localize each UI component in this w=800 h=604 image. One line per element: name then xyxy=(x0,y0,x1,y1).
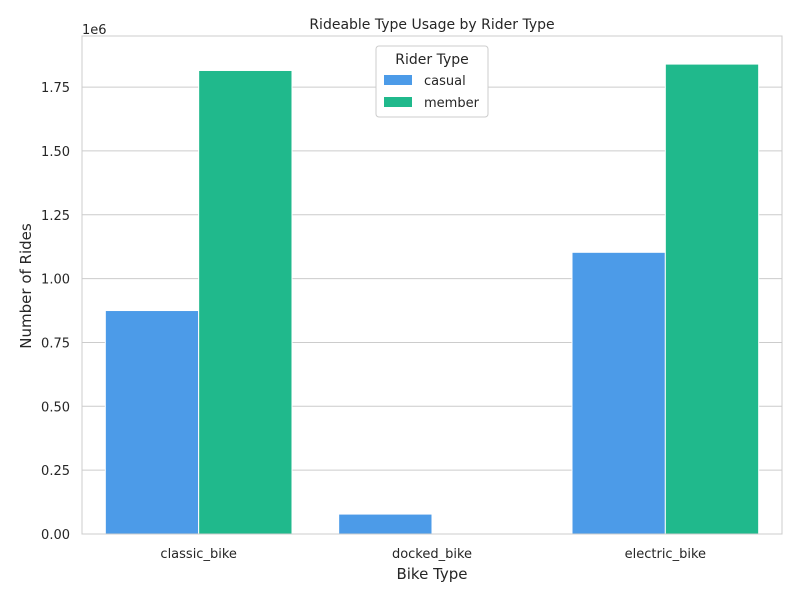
chart-title: Rideable Type Usage by Rider Type xyxy=(309,17,554,33)
y-tick-label: 0.75 xyxy=(41,336,70,351)
y-tick-labels: 0.00 0.25 0.50 0.75 1.00 1.25 1.50 1.75 xyxy=(41,81,70,543)
bar-member-electric_bike xyxy=(664,63,760,535)
x-tick-label: docked_bike xyxy=(392,547,472,562)
legend: Rider Type casual member xyxy=(375,45,489,118)
y-tick-label: 1.75 xyxy=(41,81,70,96)
bar-member-classic_bike xyxy=(198,69,293,535)
bar-casual-electric_bike xyxy=(571,251,666,535)
y-tick-label: 0.50 xyxy=(41,400,70,415)
y-tick-label: 1.50 xyxy=(41,145,70,160)
legend-label-casual: casual xyxy=(424,74,466,89)
plot-frame xyxy=(81,35,783,535)
x-tick-label: electric_bike xyxy=(625,547,706,562)
y-tick-label: 0.00 xyxy=(41,528,70,543)
x-tick-label: classic_bike xyxy=(160,547,236,562)
legend-swatch-casual xyxy=(384,75,412,85)
y-offset-label: 1e6 xyxy=(82,23,107,38)
bars xyxy=(104,63,760,535)
bar-casual-classic_bike xyxy=(104,310,200,535)
x-axis-label: Bike Type xyxy=(396,565,467,583)
y-tick-label: 0.25 xyxy=(41,464,70,479)
x-tick-labels: classic_bike docked_bike electric_bike xyxy=(160,547,706,562)
y-tick-label: 1.00 xyxy=(41,273,70,288)
bar-casual-docked_bike xyxy=(338,513,433,535)
legend-label-member: member xyxy=(424,96,480,111)
y-axis-label: Number of Rides xyxy=(17,223,35,349)
y-tick-label: 1.25 xyxy=(41,209,70,224)
legend-swatch-member xyxy=(384,97,412,107)
legend-title: Rider Type xyxy=(395,52,468,68)
